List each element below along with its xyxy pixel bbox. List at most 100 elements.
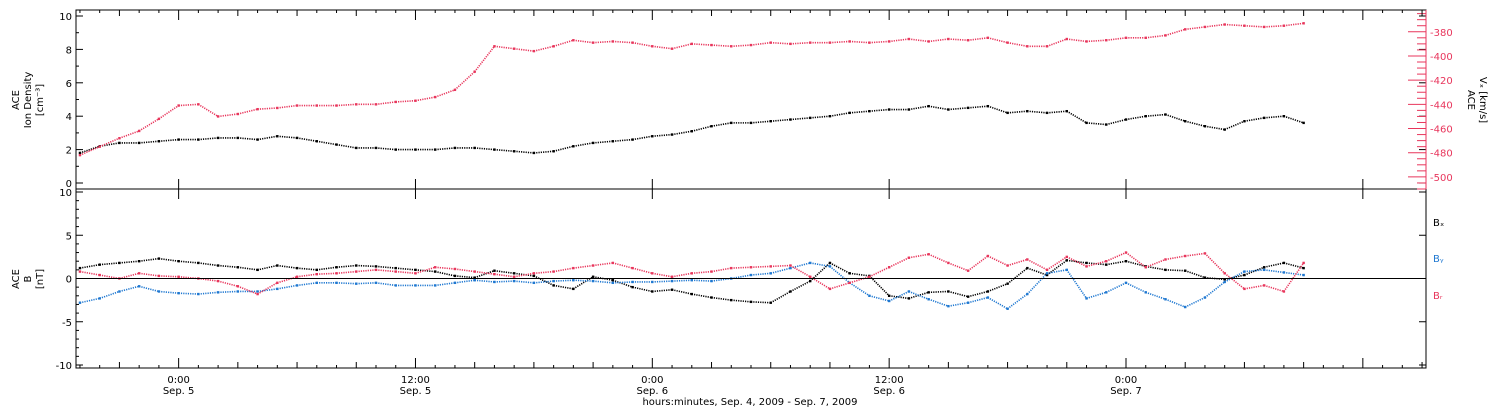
by-point-trace: [1007, 293, 1028, 310]
vx-point-trace: [691, 43, 712, 46]
bz-point-trace: [316, 272, 337, 275]
by-point-trace: [573, 279, 594, 282]
vx-point-trace: [987, 37, 1008, 44]
bz-point-trace: [139, 272, 159, 277]
bx-point: [927, 291, 930, 294]
bx-point-trace: [1283, 262, 1304, 269]
vx-point-trace: [237, 108, 258, 115]
x-tick-time-label: 0:00: [1115, 375, 1137, 386]
x-tick-time-label: 0:00: [167, 375, 189, 386]
ion-density-point-trace: [435, 147, 456, 151]
bx-point-trace: [1263, 262, 1285, 269]
by-point-trace: [494, 280, 515, 283]
vx-point: [1164, 34, 1167, 37]
ion-density-point-trace: [1046, 110, 1067, 114]
by-point-trace: [967, 296, 989, 304]
by-point: [256, 290, 259, 293]
bz-point-trace: [336, 270, 357, 275]
bz-point-trace: [612, 262, 633, 269]
by-point-trace: [375, 282, 396, 287]
x-tick-date-label: Sep. 7: [1110, 386, 1142, 397]
vx-point: [434, 95, 437, 99]
vx-point-trace: [652, 45, 673, 50]
bz-point: [98, 273, 101, 277]
bx-point: [394, 266, 397, 270]
vx-point: [98, 145, 101, 148]
vx-point-trace: [277, 104, 298, 109]
bx-point-trace: [99, 262, 120, 266]
ion-density-point-trace: [691, 125, 712, 133]
bx-point: [749, 300, 753, 304]
bx-point-trace: [139, 257, 159, 262]
vx-point: [1302, 22, 1305, 25]
ion-density-point-trace: [711, 122, 732, 128]
vx-point-trace: [336, 103, 357, 107]
vx-point-trace: [1185, 26, 1206, 31]
ion-density-point-trace: [79, 145, 100, 154]
ion-density-point-trace: [1264, 115, 1284, 119]
bx-point: [295, 266, 299, 270]
bz-point: [157, 274, 161, 278]
vx-point-trace: [908, 38, 929, 43]
legend-bz: Bᵣ: [1433, 291, 1443, 302]
by-point: [986, 296, 990, 299]
by-point-trace: [810, 262, 831, 268]
bz-point: [1184, 254, 1187, 258]
x-tick-date-label: Sep. 6: [873, 386, 905, 397]
by-point-trace: [1204, 281, 1226, 299]
vx-point-trace: [849, 40, 870, 44]
bz-point-trace: [1026, 258, 1048, 271]
bottom-left-axis-label-line1: ACE: [11, 269, 22, 289]
by-point-trace: [277, 284, 298, 290]
bx-point-trace: [316, 266, 337, 271]
top-left-tick-label: 8: [66, 45, 72, 56]
by-point-trace: [652, 280, 673, 283]
by-point: [295, 284, 299, 287]
vx-point-trace: [494, 45, 515, 50]
ion-density-point-trace: [553, 145, 574, 153]
ion-density-point-trace: [1007, 110, 1028, 114]
bz-point-trace: [770, 264, 791, 268]
bz-point: [512, 275, 516, 278]
bx-point-trace: [967, 290, 989, 298]
by-point-trace: [454, 279, 475, 284]
by-point-trace: [198, 291, 219, 295]
bz-point-trace: [257, 282, 278, 295]
bz-point-trace: [1046, 256, 1068, 271]
by-point-trace: [593, 280, 613, 284]
vx-point-trace: [1086, 39, 1107, 43]
bz-point-trace: [1185, 252, 1206, 257]
vx-point-trace: [1145, 34, 1166, 39]
bz-point-trace: [533, 270, 554, 275]
by-point-trace: [119, 285, 140, 293]
bz-point: [394, 270, 397, 273]
bz-point-trace: [277, 276, 298, 284]
x-tick-date-label: Sep. 5: [400, 386, 432, 397]
bz-point-trace: [573, 264, 594, 269]
bz-point-trace: [1283, 262, 1305, 292]
bottom-left-tick-label: -5: [62, 318, 72, 329]
ion-density-point-trace: [869, 108, 890, 112]
bz-point: [710, 270, 713, 273]
bx-point-trace: [671, 288, 692, 295]
bz-point-trace: [849, 276, 870, 284]
by-point-trace: [790, 262, 811, 269]
by-point: [434, 284, 437, 287]
by-point-trace: [928, 298, 949, 307]
by-point: [1302, 273, 1305, 277]
bx-point: [434, 270, 437, 273]
top-right-tick-label: -400: [1430, 52, 1453, 63]
ion-density-point-trace: [474, 147, 495, 151]
vx-point-trace: [218, 113, 238, 118]
vx-point-trace: [1283, 22, 1304, 27]
ion-density-point: [295, 136, 299, 140]
ion-density-point-trace: [1106, 118, 1127, 126]
by-point: [512, 279, 516, 283]
vx-point-trace: [770, 41, 791, 45]
ion-density-point: [216, 136, 220, 140]
vx-point-trace: [829, 40, 850, 44]
bx-point-trace: [1165, 269, 1186, 272]
ion-density-point-trace: [257, 135, 278, 141]
bz-point: [295, 275, 299, 278]
